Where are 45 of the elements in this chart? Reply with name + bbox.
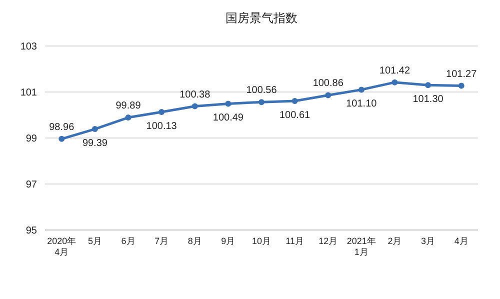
point	[358, 86, 364, 93]
x-tick-label: 4月	[454, 236, 468, 246]
text: 100.13	[146, 121, 177, 132]
point	[258, 99, 264, 106]
point	[92, 126, 98, 132]
y-tick-label: 97	[26, 180, 38, 190]
x-tick-label: 7月	[154, 236, 169, 246]
x-tick-label: 6月	[121, 236, 136, 246]
point	[125, 114, 132, 121]
point	[58, 136, 65, 142]
text: 100.49	[212, 112, 244, 124]
x-tick-label: 5月	[88, 236, 102, 246]
point	[225, 100, 232, 107]
point	[392, 79, 398, 86]
x-tick-label: 2月	[388, 236, 402, 246]
x-tick-label: 8月	[188, 236, 202, 246]
point	[458, 82, 464, 89]
x-tick-label: 9月	[221, 236, 236, 246]
text: 100.61	[280, 110, 310, 121]
x-tick-label: 12月	[318, 236, 338, 246]
text: 100.86	[312, 78, 344, 90]
point	[192, 103, 198, 110]
y-tick-label: 99	[26, 134, 38, 144]
text: 99.39	[82, 138, 108, 150]
text: 100.38	[180, 89, 210, 100]
x-tick-label: 11月	[286, 236, 304, 246]
text: 100.56	[246, 85, 277, 96]
text: 101.42	[379, 65, 410, 76]
text: 101.10	[346, 98, 377, 110]
text: 101.27	[446, 68, 477, 80]
chart-title: 国房景气指数	[226, 11, 298, 25]
x-tick-label: 2021年 1月	[346, 236, 376, 257]
y-tick-label: 95	[26, 226, 38, 236]
point	[292, 98, 298, 104]
y-tick-label: 103	[20, 42, 38, 52]
point	[158, 109, 165, 116]
y-tick-label: 101	[20, 88, 38, 98]
x-tick-label: 3月	[421, 236, 436, 246]
x-tick-label: 2020年 4月	[47, 236, 76, 257]
text: 99.89	[116, 100, 141, 112]
point	[325, 92, 332, 98]
point	[425, 82, 432, 88]
text: 101.30	[412, 94, 444, 106]
x-tick-label: 10月	[252, 236, 272, 246]
text: 98.96	[49, 122, 74, 133]
